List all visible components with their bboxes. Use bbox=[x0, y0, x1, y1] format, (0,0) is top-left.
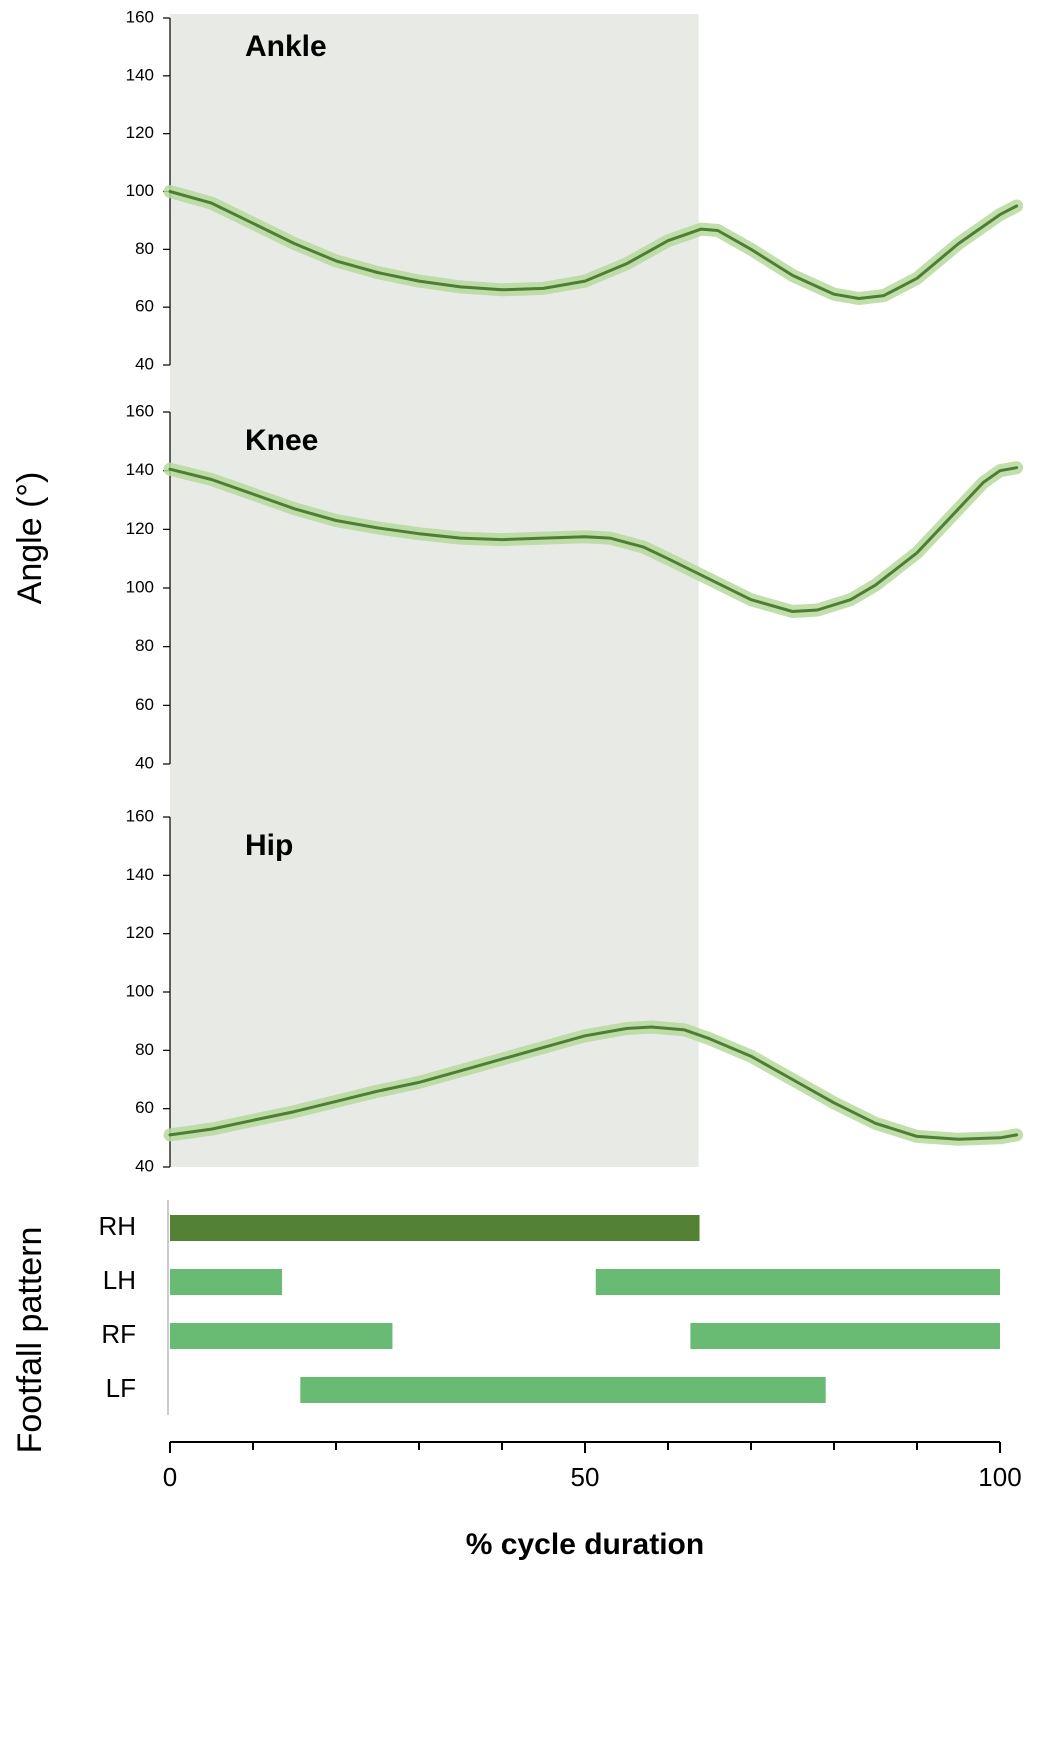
category-label: LH bbox=[103, 1265, 136, 1295]
y-tick-label: 120 bbox=[126, 923, 154, 942]
y-tick-label: 100 bbox=[126, 577, 154, 596]
stance-bar bbox=[170, 1323, 393, 1349]
stance-bar bbox=[170, 1215, 700, 1241]
y-tick-label: 160 bbox=[126, 7, 154, 26]
y-tick-label: 40 bbox=[135, 753, 154, 772]
x-tick-label: 50 bbox=[571, 1462, 600, 1492]
stance-shade bbox=[170, 14, 699, 365]
stance-shade bbox=[170, 365, 699, 764]
y-axis-label: Footfall pattern bbox=[11, 1227, 49, 1454]
line bbox=[168, 466, 1019, 613]
y-tick-label: 160 bbox=[126, 401, 154, 420]
y-tick-label: 100 bbox=[126, 181, 154, 200]
y-tick-label: 120 bbox=[126, 519, 154, 538]
y-tick-label: 40 bbox=[135, 1156, 154, 1175]
panel-title: Knee bbox=[245, 424, 318, 457]
stance-bar bbox=[300, 1377, 826, 1403]
stance-bar bbox=[170, 1269, 283, 1295]
line bbox=[168, 1025, 1019, 1141]
line bbox=[168, 190, 1019, 300]
y-axis-label: Angle (°) bbox=[11, 472, 49, 605]
y-tick-label: 140 bbox=[126, 460, 154, 479]
category-label: RF bbox=[101, 1319, 136, 1349]
x-axis-label: % cycle duration bbox=[466, 1528, 704, 1561]
x-tick-label: 0 bbox=[163, 1462, 177, 1492]
y-tick-label: 120 bbox=[126, 123, 154, 142]
y-tick-label: 60 bbox=[135, 1098, 154, 1117]
x-tick-label: 100 bbox=[978, 1462, 1021, 1492]
stance-bar bbox=[595, 1269, 1000, 1295]
y-tick-label: 60 bbox=[135, 297, 154, 316]
category-label: RH bbox=[98, 1211, 136, 1241]
y-tick-label: 80 bbox=[135, 636, 154, 655]
panel-title: Ankle bbox=[245, 30, 327, 63]
y-tick-label: 100 bbox=[126, 981, 154, 1000]
panel-title: Hip bbox=[245, 829, 293, 862]
stance-bar bbox=[690, 1323, 1000, 1349]
y-tick-label: 80 bbox=[135, 239, 154, 258]
y-tick-label: 60 bbox=[135, 695, 154, 714]
stance-shade bbox=[170, 764, 699, 1167]
y-tick-label: 40 bbox=[135, 354, 154, 373]
y-tick-label: 140 bbox=[126, 65, 154, 84]
y-tick-label: 160 bbox=[126, 806, 154, 825]
y-tick-label: 80 bbox=[135, 1040, 154, 1059]
y-tick-label: 140 bbox=[126, 865, 154, 884]
category-label: LF bbox=[106, 1373, 136, 1403]
